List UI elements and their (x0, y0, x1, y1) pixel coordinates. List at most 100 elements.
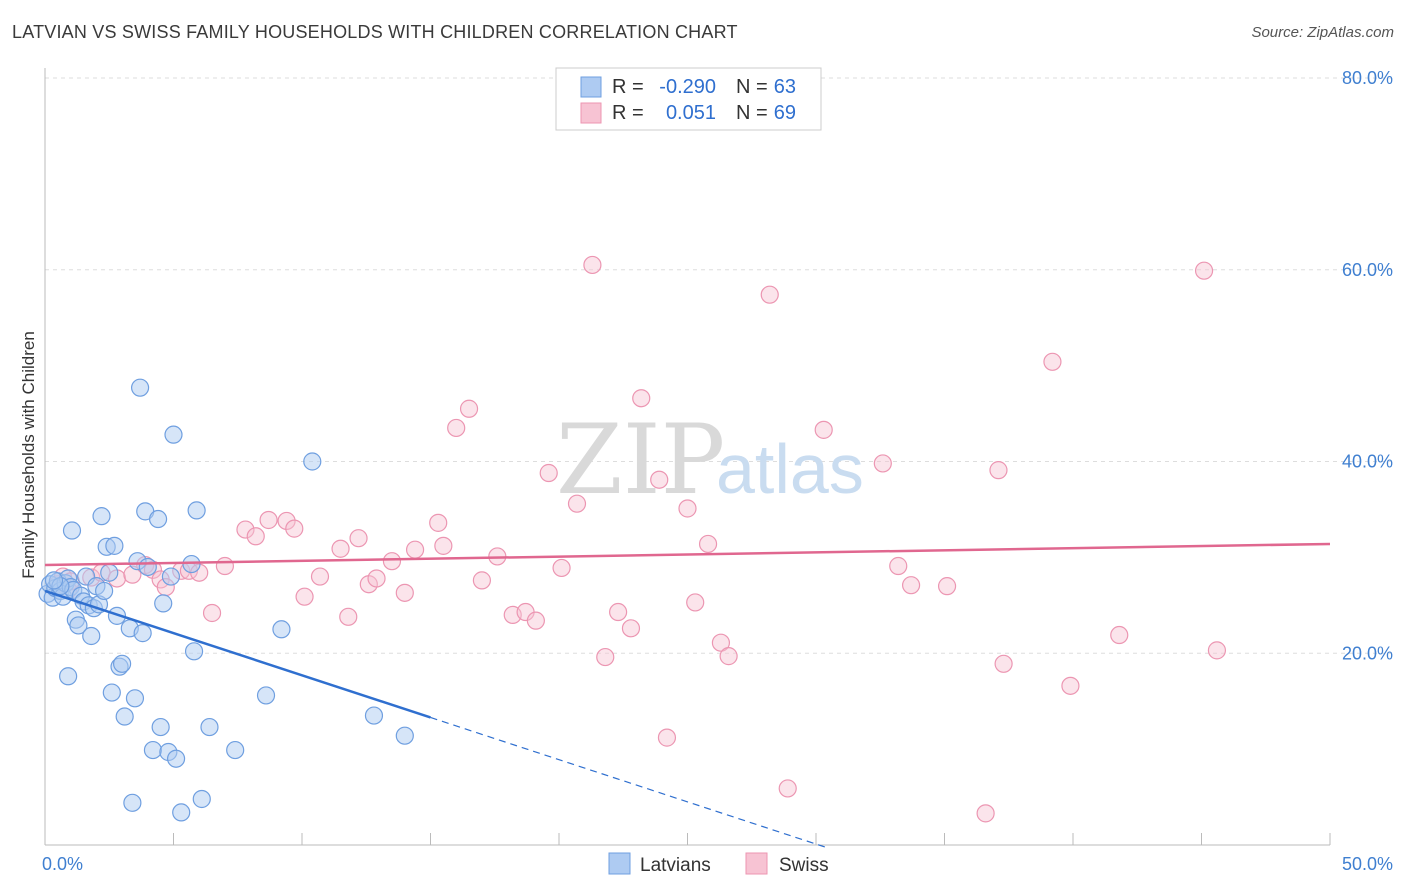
legend-latvians-r-value: -0.290 (659, 76, 716, 98)
x-tick-labels: 0.0% 50.0% (42, 854, 1393, 874)
swiss-point (778, 779, 797, 798)
grid-lines (45, 77, 1392, 654)
latvian-point (256, 686, 276, 705)
swiss-point (621, 619, 641, 638)
swiss-point (339, 607, 358, 626)
legend-box: R = -0.290 N = 63 R = 0.051 N = 69 (555, 67, 822, 131)
swiss-point (989, 461, 1008, 480)
latvian-point (100, 563, 119, 582)
swiss-point (405, 540, 425, 559)
latvian-point (102, 683, 121, 702)
legend-latvians-r-label: R = (612, 76, 644, 98)
x-tick-label: 0.0% (42, 854, 83, 874)
latvian-point (115, 707, 134, 726)
swiss-point (873, 454, 892, 473)
watermark-atlas: atlas (716, 430, 864, 508)
bottom-legend-latvians-label: Latvians (640, 855, 711, 876)
swiss-point (395, 583, 414, 602)
swiss-point (657, 728, 677, 747)
swiss-point (609, 602, 628, 622)
swiss-point (901, 576, 921, 595)
swiss-point (1061, 676, 1080, 695)
swiss-point (285, 519, 304, 538)
swiss-point (976, 804, 995, 823)
latvian-point (92, 507, 111, 526)
latvian-point (182, 554, 201, 574)
source-label: Source: ZipAtlas.com (1251, 24, 1394, 41)
latvian-trend-extension (430, 716, 830, 849)
latvian-point (172, 803, 191, 822)
latvian-point (192, 789, 211, 809)
swiss-point (552, 558, 571, 578)
swiss-point (202, 603, 222, 623)
latvian-point (59, 667, 78, 686)
latvian-point (82, 626, 101, 646)
latvian-point (364, 706, 384, 725)
swiss-point (889, 556, 908, 576)
axes (44, 68, 1331, 846)
legend-swiss-n-label: N = (736, 102, 768, 124)
latvian-point (125, 689, 145, 708)
latvian-point (95, 581, 114, 601)
latvian-point (226, 740, 245, 760)
latvian-point (143, 740, 163, 760)
latvian-point (303, 452, 322, 471)
swiss-point (259, 510, 278, 530)
bottom-legend-latvians-swatch (608, 852, 631, 875)
legend-latvians-swatch (580, 76, 602, 98)
swiss-point (472, 571, 491, 590)
swiss-trend-line (44, 542, 1331, 567)
trend-lines (44, 542, 1331, 849)
swiss-point (1110, 625, 1129, 645)
swiss-point (711, 633, 731, 652)
latvian-point (148, 509, 168, 529)
latvian-point (123, 793, 142, 812)
swiss-point (246, 527, 265, 546)
bottom-legend: Latvians Swiss (608, 852, 829, 876)
latvian-point (395, 726, 414, 745)
legend-swiss-r-value: 0.051 (666, 102, 716, 124)
swiss-point (277, 511, 296, 531)
swiss-points (48, 255, 1227, 823)
swiss-point (382, 552, 402, 571)
latvian-point (166, 749, 186, 768)
latvian-point (69, 616, 88, 635)
watermark-zip: ZIP (556, 404, 725, 516)
latvian-points (38, 378, 414, 822)
swiss-point (236, 520, 255, 539)
legend-latvians-n-label: N = (736, 76, 768, 98)
x-tick-label: 50.0% (1342, 854, 1393, 874)
latvian-point (133, 624, 152, 643)
latvian-point (200, 717, 219, 737)
swiss-point (539, 463, 558, 483)
swiss-point (698, 534, 718, 554)
chart-title: LATVIAN VS SWISS FAMILY HOUSEHOLDS WITH … (12, 22, 738, 42)
latvian-trend-line (44, 589, 431, 719)
latvian-point (62, 521, 82, 540)
legend-latvians-n-value: 63 (774, 76, 796, 98)
swiss-point (650, 470, 669, 489)
swiss-point (295, 587, 314, 606)
swiss-point (526, 611, 545, 630)
swiss-point (367, 569, 386, 588)
swiss-point (1043, 352, 1062, 371)
swiss-point (567, 494, 587, 513)
y-tick-labels: 20.0% 40.0% 60.0% 80.0% (1342, 68, 1393, 663)
legend-swiss-r-label: R = (612, 102, 644, 124)
swiss-point (583, 255, 602, 275)
swiss-point (994, 654, 1013, 673)
swiss-point (814, 420, 833, 439)
latvian-point (272, 620, 291, 639)
swiss-point (678, 499, 697, 518)
latvian-point (112, 654, 132, 673)
latvian-point (151, 717, 170, 737)
y-tick-label: 60.0% (1342, 260, 1393, 280)
swiss-point (310, 567, 330, 586)
bottom-legend-swiss-label: Swiss (779, 855, 829, 876)
swiss-point (760, 285, 779, 304)
swiss-point (1194, 261, 1214, 280)
latvian-point (161, 567, 181, 586)
swiss-point (447, 418, 466, 438)
y-axis-label: Family Households with Children (19, 331, 38, 579)
